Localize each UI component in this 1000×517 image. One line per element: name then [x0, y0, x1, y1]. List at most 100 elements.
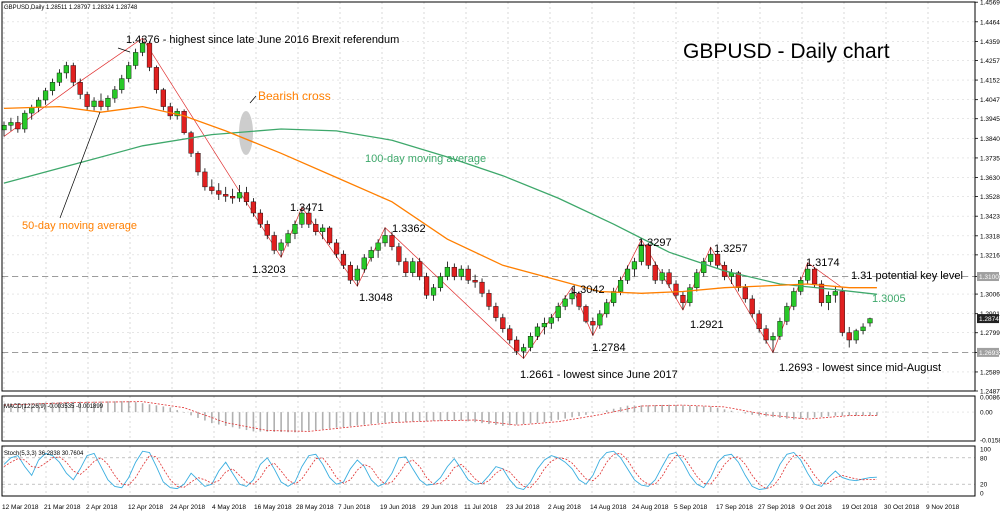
candle-down: [15, 122, 21, 130]
candle-down: [313, 224, 319, 232]
price-tag-label: 1.31000: [979, 274, 1000, 281]
ann-low-1.2693: 1.2693 - lowest since mid-August: [779, 362, 941, 374]
horizontal-levels: [2, 276, 975, 353]
candle-down: [146, 42, 153, 68]
stoch-tick-label: 100: [980, 447, 991, 454]
candle-up: [521, 347, 527, 352]
candle-down: [160, 89, 166, 107]
candle-down: [250, 201, 257, 214]
candle-up: [597, 313, 603, 326]
date-tick-label: 4 May 2018: [212, 504, 246, 511]
symbol-info: GBPUSD,Daily 1.28511 1.28797 1.28324 1.2…: [4, 5, 138, 11]
candle-up: [368, 250, 374, 259]
ann-1.3297: 1.3297: [638, 237, 672, 249]
date-tick-label: 21 Mar 2018: [44, 504, 81, 511]
candle-up: [611, 291, 617, 303]
candle-up: [638, 244, 644, 262]
price-tick-label: 1.44640: [980, 19, 1000, 26]
annotations: GBPUSD,Daily 1.28511 1.28797 1.28324 1.2…: [4, 5, 963, 457]
price-tick-label: 1.27990: [980, 330, 1000, 337]
candle-up: [791, 291, 797, 307]
candle-up: [91, 100, 97, 107]
candle-up: [853, 330, 859, 341]
bearish-cross-marker: [239, 111, 253, 155]
price-tick-label: 1.24870: [980, 389, 1000, 396]
candle-up: [867, 318, 873, 324]
price-tick-label: 1.34230: [980, 214, 1000, 221]
candle-up: [569, 293, 575, 300]
stoch-tick-label: 20: [980, 482, 988, 489]
candle-up: [534, 326, 541, 337]
swing-lines: [3, 37, 843, 360]
candle-down: [98, 100, 104, 107]
candle-up: [299, 212, 305, 225]
candle-up: [320, 227, 326, 232]
candle-down: [714, 253, 721, 266]
ann-1.3362: 1.3362: [392, 223, 426, 235]
ann-1.3005: 1.3005: [872, 293, 906, 305]
macd-tick-label: 0.00: [980, 410, 993, 417]
date-tick-label: 27 Sep 2018: [758, 504, 795, 511]
candle-up: [825, 294, 832, 303]
candle-down: [424, 276, 430, 296]
candle-down: [673, 283, 679, 296]
candle-up: [22, 112, 28, 130]
panel-frames: [1, 1, 976, 497]
candle-down: [340, 253, 347, 266]
candle-down: [493, 306, 499, 318]
price-tick-label: 1.36300: [980, 175, 1000, 182]
macd-panel-frame: [1, 395, 976, 442]
candle-down: [347, 265, 354, 281]
candle-down: [389, 235, 395, 247]
price-tick-label: 1.33180: [980, 233, 1000, 240]
stoch-tick-label: 0: [980, 491, 984, 498]
ann-1.3471: 1.3471: [290, 202, 324, 214]
candle-down: [306, 212, 312, 225]
date-tick-label: 23 Jul 2018: [506, 504, 540, 511]
price-tick-label: 1.39450: [980, 116, 1000, 123]
leader-bearish-cross: [249, 95, 257, 104]
candle-up: [784, 306, 790, 322]
candle-up: [8, 122, 14, 126]
candle-down: [188, 132, 194, 154]
candle-up: [29, 107, 35, 114]
candle-down: [507, 328, 513, 341]
candle-up: [617, 280, 624, 292]
candle-down: [576, 293, 582, 307]
date-tick-label: 30 Oct 2018: [884, 504, 920, 511]
macd-tick-label: -0.015809: [980, 437, 1000, 444]
candle-down: [652, 265, 658, 281]
candle-down: [472, 280, 478, 283]
price-tick-label: 1.45690: [980, 0, 1000, 7]
price-axis: 1.45690 1.44640 1.43590 1.42570 1.41520 1.404…: [975, 0, 1000, 396]
candlesticks: [1, 38, 873, 359]
candle-down: [742, 287, 748, 300]
candle-up: [631, 261, 638, 270]
candle-down: [763, 328, 769, 341]
candle-up: [562, 298, 568, 307]
candle-down: [514, 339, 520, 352]
price-tick-label: 1.25890: [980, 369, 1000, 376]
ma100-line: [3, 128, 877, 295]
ann-1.3174: 1.3174: [806, 257, 840, 269]
candle-down: [223, 194, 229, 197]
candle-up: [444, 266, 450, 277]
candle-up: [119, 78, 125, 90]
stoch-tick-label: 80: [980, 455, 988, 462]
swing-line: [3, 37, 843, 360]
date-tick-label: 29 Jun 2018: [422, 504, 458, 511]
candle-down: [243, 192, 250, 203]
price-tag-box: [977, 272, 999, 282]
price-tag-label: 1.28748: [979, 316, 1000, 323]
date-tick-label: 17 Sep 2018: [716, 504, 753, 511]
candle-down: [500, 317, 506, 330]
ann-low-1.2661: 1.2661 - lowest since June 2017: [520, 369, 678, 381]
candle-up: [36, 99, 42, 108]
candle-up: [285, 233, 291, 244]
candle-down: [583, 306, 589, 322]
candle-down: [756, 313, 762, 330]
candle-down: [818, 283, 825, 303]
date-tick-label: 11 Jul 2018: [464, 504, 498, 511]
